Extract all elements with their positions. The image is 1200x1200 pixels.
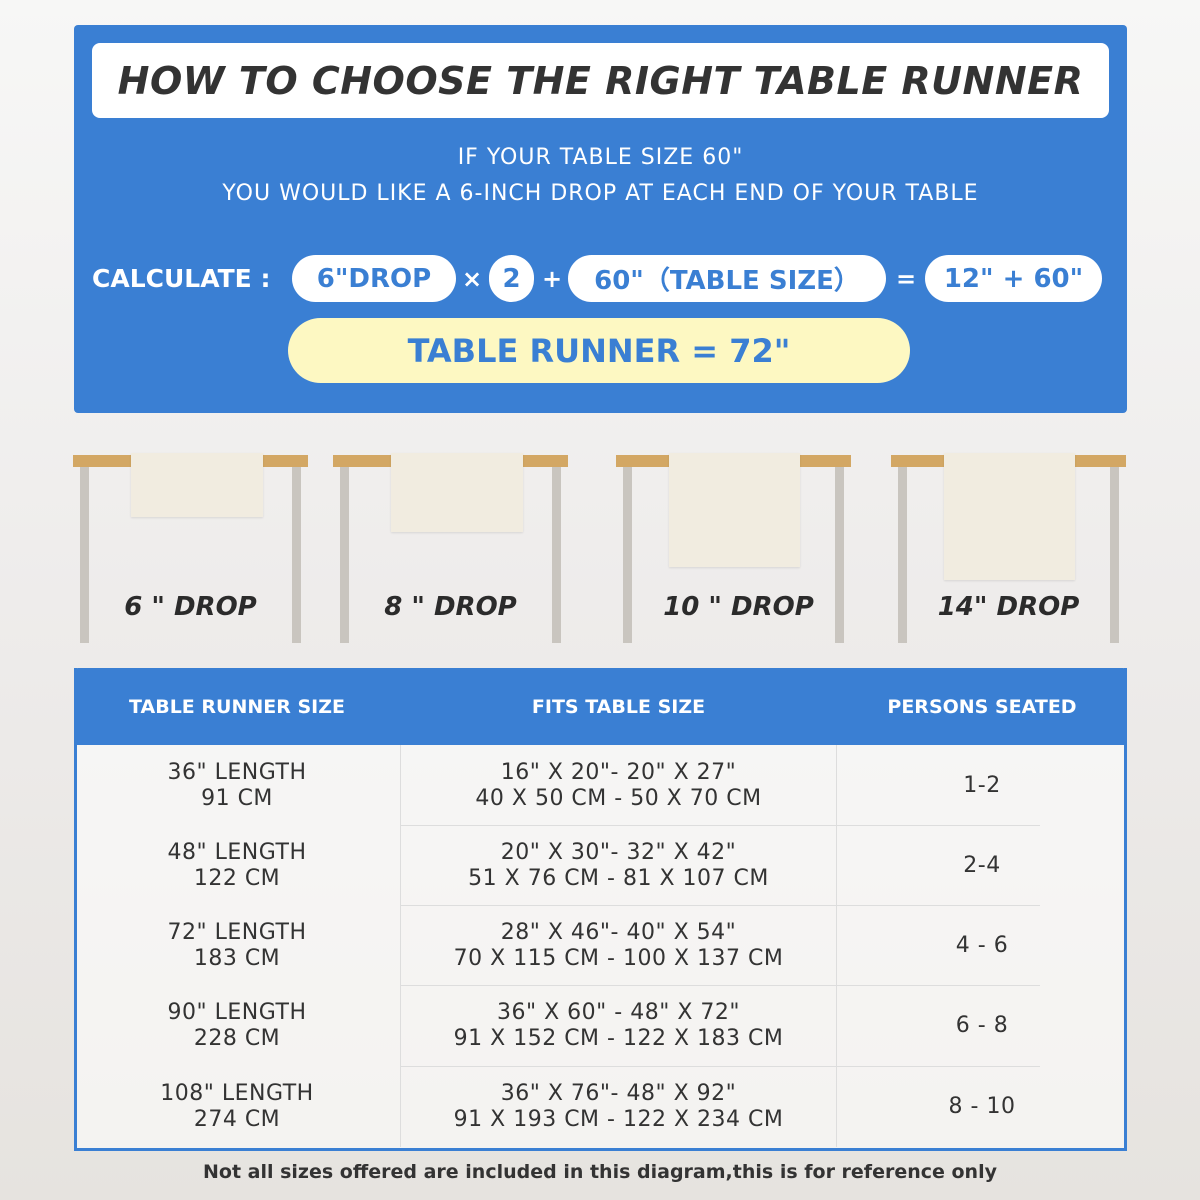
- fits-table-size-cell: 20" X 30"- 32" X 42" 51 X 76 CM - 81 X 10…: [400, 825, 837, 906]
- row-divider: [400, 905, 1040, 906]
- row-divider: [400, 1066, 1040, 1067]
- drop-label: 8 " DROP: [384, 592, 517, 622]
- table-row: 72" LENGTH 183 CM 28" X 46"- 40" X 54" 70 …: [74, 905, 1127, 986]
- runner-size-cell: 90" LENGTH 228 CM: [74, 1000, 400, 1052]
- size-inches: 72" LENGTH: [167, 919, 307, 945]
- table-leg: [835, 467, 844, 643]
- size-table: [74, 668, 1127, 1151]
- persons-seated-cell: 1-2: [963, 772, 1001, 798]
- table-header: TABLE RUNNER SIZE FITS TABLE SIZE PERSON…: [74, 668, 1127, 745]
- times-sign: ×: [462, 264, 483, 293]
- fits-cm: 51 X 76 CM - 81 X 107 CM: [468, 865, 769, 891]
- size-cm: 228 CM: [193, 1025, 281, 1051]
- drop-label: 10 " DROP: [663, 592, 814, 622]
- persons-seated-cell: 8 - 10: [948, 1093, 1016, 1119]
- size-inches: 36" LENGTH: [167, 759, 307, 785]
- size-inches: 48" LENGTH: [167, 839, 307, 865]
- row-divider: [400, 825, 1040, 826]
- header-runner-size: TABLE RUNNER SIZE: [129, 695, 345, 718]
- size-cm: 183 CM: [193, 945, 281, 971]
- sum-pill: 12" + 60": [925, 255, 1102, 302]
- fits-inches: 16" X 20"- 20" X 27": [500, 759, 737, 785]
- runner: [391, 453, 523, 532]
- size-inches: 90" LENGTH: [167, 999, 307, 1025]
- table-leg: [1110, 467, 1119, 643]
- page-title: HOW TO CHOOSE THE RIGHT TABLE RUNNER: [92, 43, 1109, 118]
- table-leg: [80, 467, 89, 643]
- size-cm: 122 CM: [193, 865, 281, 891]
- fits-table-size-cell: 36" X 60" - 48" X 72" 91 X 152 CM - 122 X…: [400, 985, 837, 1066]
- table-row: 36" LENGTH 91 CM 16" X 20"- 20" X 27" 40 X…: [74, 745, 1127, 826]
- row-divider: [400, 985, 1040, 986]
- table-row: 90" LENGTH 228 CM 36" X 60" - 48" X 72" 91…: [74, 985, 1127, 1066]
- runner: [944, 453, 1075, 580]
- size-cm: 91 CM: [201, 785, 273, 811]
- calculate-label: CALCULATE :: [92, 264, 271, 293]
- fits-inches: 36" X 60" - 48" X 72": [497, 999, 740, 1025]
- size-cm: 274 CM: [193, 1106, 281, 1132]
- drop-label: 6 " DROP: [124, 592, 257, 622]
- plus-sign: +: [542, 264, 563, 293]
- runner-size-cell: 48" LENGTH 122 CM: [74, 840, 400, 892]
- runner-size-cell: 108" LENGTH 274 CM: [74, 1081, 400, 1133]
- table-leg: [623, 467, 632, 643]
- table-leg: [340, 467, 349, 643]
- fits-cm: 70 X 115 CM - 100 X 137 CM: [453, 945, 784, 971]
- table-row: 48" LENGTH 122 CM 20" X 30"- 32" X 42" 51 …: [74, 825, 1127, 906]
- table-leg: [898, 467, 907, 643]
- table-leg: [552, 467, 561, 643]
- runner: [131, 453, 263, 517]
- runner-size-cell: 72" LENGTH 183 CM: [74, 920, 400, 972]
- two-pill: 2: [489, 255, 534, 302]
- table-row: 108" LENGTH 274 CM 36" X 76"- 48" X 92" 91…: [74, 1066, 1127, 1147]
- fits-table-size-cell: 28" X 46"- 40" X 54" 70 X 115 CM - 100 X …: [400, 905, 837, 986]
- runner: [669, 453, 800, 567]
- persons-seated-cell: 2-4: [963, 852, 1001, 878]
- fits-inches: 28" X 46"- 40" X 54": [500, 919, 737, 945]
- fits-table-size-cell: 16" X 20"- 20" X 27" 40 X 50 CM - 50 X 70…: [400, 745, 837, 826]
- fits-cm: 40 X 50 CM - 50 X 70 CM: [475, 785, 762, 811]
- subtitle-line-2: YOU WOULD LIKE A 6-INCH DROP AT EACH END…: [222, 181, 979, 206]
- fits-inches: 20" X 30"- 32" X 42": [500, 839, 737, 865]
- drop-label: 14" DROP: [937, 592, 1080, 622]
- persons-seated-cell: 4 - 6: [955, 932, 1009, 958]
- footer-note: Not all sizes offered are included in th…: [202, 1161, 997, 1183]
- fits-cm: 91 X 193 CM - 122 X 234 CM: [453, 1106, 784, 1132]
- equals-sign: =: [896, 264, 917, 293]
- fits-table-size-cell: 36" X 76"- 48" X 92" 91 X 193 CM - 122 X …: [400, 1066, 837, 1147]
- result-pill: TABLE RUNNER = 72": [288, 318, 910, 383]
- table-size-pill: 60"（TABLE SIZE）: [568, 255, 886, 302]
- fits-cm: 91 X 152 CM - 122 X 183 CM: [453, 1025, 784, 1051]
- runner-size-cell: 36" LENGTH 91 CM: [74, 760, 400, 812]
- header-persons-seated: PERSONS SEATED: [887, 695, 1077, 718]
- table-leg: [292, 467, 301, 643]
- persons-seated-cell: 6 - 8: [955, 1012, 1009, 1038]
- subtitle-line-1: IF YOUR TABLE SIZE 60": [457, 145, 744, 170]
- header-fits-table-size: FITS TABLE SIZE: [531, 695, 706, 718]
- fits-inches: 36" X 76"- 48" X 92": [500, 1080, 737, 1106]
- drop-pill: 6"DROP: [292, 255, 456, 302]
- size-inches: 108" LENGTH: [160, 1080, 314, 1106]
